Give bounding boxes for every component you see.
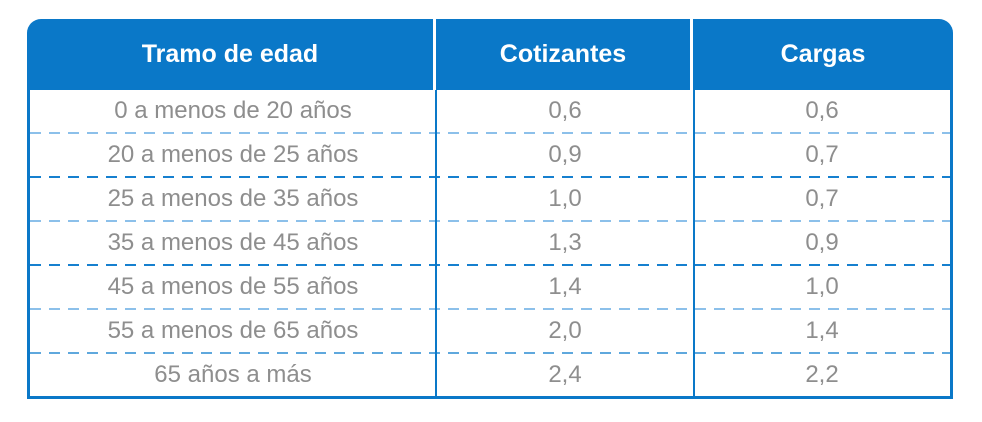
table-row: 35 a menos de 45 años 1,3 0,9 (30, 222, 950, 264)
row-separator-dashed (30, 176, 950, 178)
cell-cotizantes: 1,4 (548, 273, 582, 300)
cell-cargas: 0,9 (805, 229, 839, 256)
cell-cotizantes: 0,6 (548, 97, 582, 124)
cell-tramo-de-edad: 0 a menos de 20 años (114, 97, 352, 124)
cell-cargas: 1,0 (805, 273, 839, 300)
column-header-tramo-de-edad: Tramo de edad (27, 19, 436, 90)
cell-tramo-de-edad: 55 a menos de 65 años (107, 317, 359, 344)
cell-cotizantes: 1,0 (548, 185, 582, 212)
row-separator-dashed (30, 220, 950, 222)
table-row: 0 a menos de 20 años 0,6 0,6 (30, 90, 950, 132)
cell-cotizantes: 1,3 (548, 229, 582, 256)
cell-cargas: 1,4 (805, 317, 839, 344)
cell-tramo-de-edad: 20 a menos de 25 años (107, 141, 359, 168)
row-separator-dashed (30, 264, 950, 266)
table-row: 20 a menos de 25 años 0,9 0,7 (30, 134, 950, 176)
row-separator-dashed (30, 132, 950, 134)
cell-cargas: 2,2 (805, 361, 839, 388)
column-header-cargas: Cargas (693, 19, 953, 90)
cell-cargas: 0,6 (805, 97, 839, 124)
cell-cargas: 0,7 (805, 141, 839, 168)
table-row: 45 a menos de 55 años 1,4 1,0 (30, 266, 950, 308)
cell-tramo-de-edad: 35 a menos de 45 años (107, 229, 359, 256)
cell-cotizantes: 2,0 (548, 317, 582, 344)
table-header-row: Tramo de edad Cotizantes Cargas (27, 19, 953, 90)
cell-tramo-de-edad: 25 a menos de 35 años (107, 185, 359, 212)
table-row: 25 a menos de 35 años 1,0 0,7 (30, 178, 950, 220)
cell-tramo-de-edad: 65 años a más (154, 361, 312, 388)
table-body: 0 a menos de 20 años 0,6 0,6 20 a menos … (27, 90, 953, 399)
table-row: 65 años a más 2,4 2,2 (30, 354, 950, 396)
cell-cotizantes: 2,4 (548, 361, 582, 388)
age-factors-table: Tramo de edad Cotizantes Cargas 0 a meno… (27, 19, 953, 399)
table-row: 55 a menos de 65 años 2,0 1,4 (30, 310, 950, 352)
column-header-cotizantes: Cotizantes (436, 19, 693, 90)
cell-cotizantes: 0,9 (548, 141, 582, 168)
column-divider-2 (693, 90, 695, 396)
row-separator-dashed (30, 352, 950, 354)
cell-tramo-de-edad: 45 a menos de 55 años (107, 273, 359, 300)
row-separator-dashed (30, 308, 950, 310)
cell-cargas: 0,7 (805, 185, 839, 212)
column-divider-1 (435, 90, 437, 396)
